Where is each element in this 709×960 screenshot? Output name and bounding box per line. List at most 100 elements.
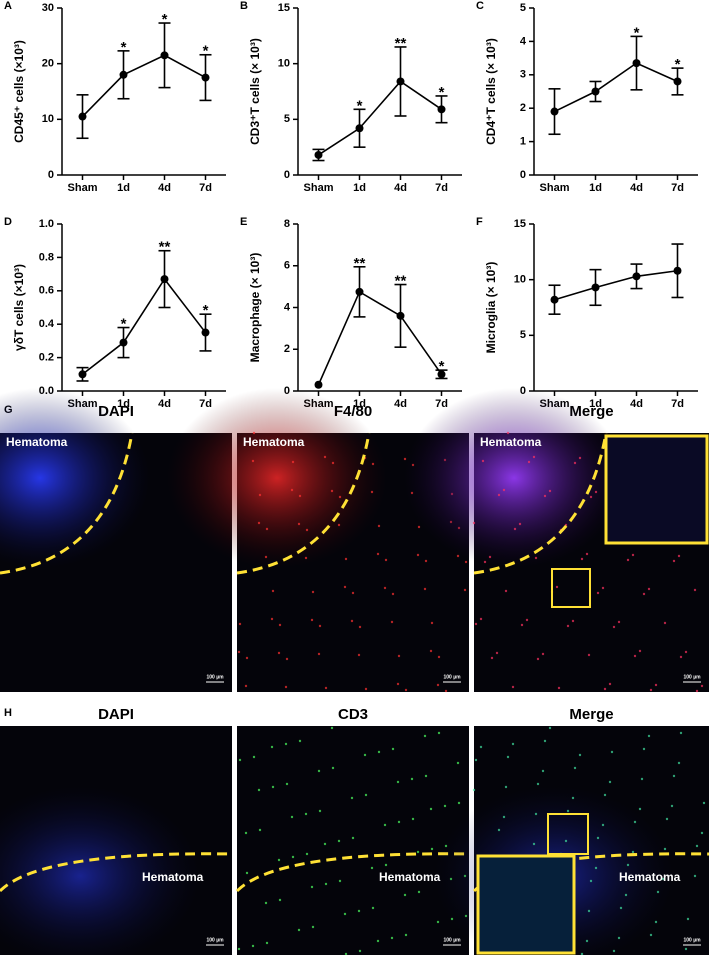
cell-signal (603, 793, 607, 797)
cell-signal (695, 689, 699, 693)
x-tick-label: 1d (353, 182, 366, 194)
line (554, 62, 678, 113)
cell-signal (344, 557, 348, 561)
cell-signal (318, 624, 322, 628)
y-tick-label: 5 (520, 2, 526, 14)
cell-signal (474, 758, 478, 762)
cell-signal (429, 807, 433, 811)
cell-signal (684, 947, 688, 951)
line (318, 80, 442, 156)
cell-signal (437, 731, 441, 735)
zoom-box (547, 813, 589, 855)
y-tick-label: 0.8 (39, 251, 54, 263)
cell-signal (532, 842, 536, 846)
y-axis-label: CD45⁺ cells (×10³) (12, 40, 26, 143)
cell-signal (397, 654, 401, 658)
y-tick-label: 2 (520, 102, 526, 114)
point (591, 87, 600, 96)
cell-signal (311, 925, 315, 929)
y-tick-label: 30 (42, 2, 54, 14)
cell-signal (237, 947, 241, 951)
x-tick-label: 7d (671, 182, 684, 194)
cell-signal (665, 817, 669, 821)
cell-signal (543, 739, 547, 743)
cell-signal (317, 769, 321, 773)
cell-signal (596, 836, 600, 840)
cell-signal (631, 553, 635, 557)
cell-signal (626, 863, 630, 867)
cell-signal (377, 750, 381, 754)
cell-signal (258, 493, 262, 497)
cell-signal (587, 653, 591, 657)
scale-bar-label: 100 µm (443, 674, 461, 680)
point (119, 70, 128, 79)
cell-signal (350, 619, 354, 623)
cell-signal (244, 831, 248, 835)
cell-signal (310, 618, 314, 622)
cell-signal (578, 456, 582, 460)
cell-signal (617, 936, 621, 940)
image-title: DAPI (98, 706, 134, 723)
micrograph (237, 726, 469, 955)
x-tick-label: 7d (199, 398, 212, 410)
point (632, 272, 641, 281)
cell-signal (585, 939, 589, 943)
cell-signal (436, 683, 440, 687)
cell-signal (377, 524, 381, 528)
y-tick-label: 6 (284, 260, 290, 272)
y-tick-label: 0.2 (39, 352, 54, 364)
panel-label: B (240, 0, 248, 12)
point (314, 380, 323, 389)
cell-signal (343, 912, 347, 916)
cell-signal (642, 747, 646, 751)
y-axis-label: Microglia (× 10³) (484, 262, 498, 354)
cell-signal (444, 689, 448, 693)
cell-signal (555, 585, 559, 589)
cell-signal (350, 796, 354, 800)
hematoma-signal (404, 388, 624, 568)
cell-signal (548, 489, 552, 493)
cell-signal (238, 622, 242, 626)
image-title: CD3 (338, 706, 368, 723)
cell-signal (566, 809, 570, 813)
hematoma-border (473, 432, 608, 575)
panel-label: F (476, 216, 483, 228)
cell-signal (679, 655, 683, 659)
cell-signal (337, 523, 341, 527)
cell-signal (351, 591, 355, 595)
cell-signal (642, 592, 646, 596)
y-tick-label: 5 (520, 329, 526, 341)
cell-signal (324, 686, 328, 690)
x-tick-label: 7d (199, 182, 212, 194)
cell-signal (663, 621, 667, 625)
cell-signal (323, 842, 327, 846)
cell-signal (700, 831, 704, 835)
cell-signal (603, 687, 607, 691)
region-label: Hematoma (480, 435, 542, 449)
image-title: Merge (569, 706, 613, 723)
cell-signal (474, 622, 478, 626)
cell-signal (297, 928, 301, 932)
cell-signal (564, 839, 568, 843)
cell-signal (631, 850, 635, 854)
cell-signal (424, 774, 428, 778)
cell-signal (290, 815, 294, 819)
cell-signal (271, 589, 275, 593)
cell-signal (245, 656, 249, 660)
cell-signal (608, 682, 612, 686)
cell-signal (566, 624, 570, 628)
cell-signal (376, 552, 380, 556)
point (396, 311, 405, 320)
y-tick-label: 4 (520, 35, 527, 47)
panel-label: D (4, 216, 12, 228)
hematoma-signal (0, 786, 200, 960)
cell-signal (686, 917, 690, 921)
cell-signal (488, 555, 492, 559)
cell-signal (506, 431, 510, 435)
scale-bar-label: 100 µm (683, 674, 701, 680)
x-tick-label: 4d (158, 398, 171, 410)
cell-signal (331, 766, 335, 770)
region-label: Hematoma (619, 870, 681, 884)
point (396, 77, 405, 86)
cell-signal (252, 755, 256, 759)
